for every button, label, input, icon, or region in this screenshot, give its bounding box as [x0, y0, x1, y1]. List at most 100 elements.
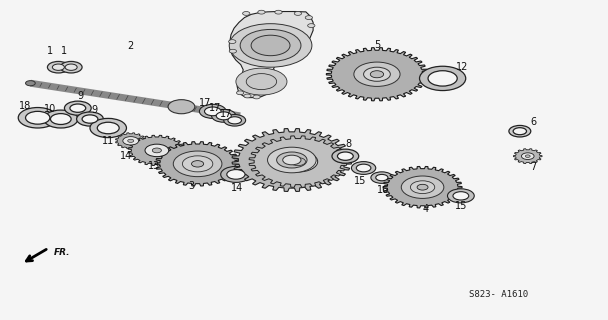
- Text: 15: 15: [354, 176, 367, 186]
- Circle shape: [97, 122, 119, 134]
- Circle shape: [229, 24, 312, 67]
- Circle shape: [337, 152, 353, 160]
- Circle shape: [44, 110, 78, 128]
- Polygon shape: [116, 133, 146, 149]
- Circle shape: [420, 66, 466, 91]
- Circle shape: [509, 125, 531, 137]
- Text: 17: 17: [199, 98, 211, 108]
- Circle shape: [168, 100, 195, 114]
- Text: 3: 3: [188, 181, 195, 191]
- Circle shape: [428, 71, 457, 86]
- Circle shape: [229, 40, 236, 44]
- Text: 13: 13: [148, 161, 160, 172]
- Circle shape: [447, 189, 474, 203]
- Circle shape: [308, 24, 315, 28]
- Circle shape: [364, 67, 390, 81]
- Circle shape: [77, 112, 103, 126]
- Text: 5: 5: [374, 40, 380, 50]
- Circle shape: [371, 172, 393, 183]
- Text: 12: 12: [456, 62, 468, 72]
- Circle shape: [50, 114, 71, 124]
- Circle shape: [152, 148, 162, 153]
- Polygon shape: [156, 142, 240, 186]
- Polygon shape: [326, 48, 427, 101]
- Circle shape: [182, 156, 213, 172]
- Circle shape: [192, 161, 204, 167]
- Circle shape: [18, 108, 57, 128]
- Circle shape: [258, 10, 265, 14]
- Circle shape: [70, 104, 86, 112]
- Circle shape: [64, 101, 91, 115]
- Circle shape: [409, 180, 437, 195]
- Circle shape: [216, 112, 231, 120]
- Circle shape: [128, 139, 134, 142]
- Circle shape: [410, 181, 435, 194]
- Text: FR.: FR.: [54, 248, 70, 257]
- Circle shape: [173, 151, 222, 177]
- Circle shape: [351, 162, 376, 174]
- Circle shape: [283, 155, 301, 165]
- Circle shape: [90, 118, 126, 138]
- Circle shape: [47, 61, 69, 73]
- Text: 11: 11: [102, 136, 114, 147]
- Circle shape: [356, 164, 371, 172]
- Circle shape: [283, 155, 301, 165]
- Circle shape: [268, 147, 316, 173]
- Circle shape: [26, 111, 50, 124]
- Polygon shape: [128, 135, 185, 165]
- Polygon shape: [513, 149, 542, 164]
- Circle shape: [199, 104, 226, 118]
- Circle shape: [182, 156, 213, 172]
- Circle shape: [268, 148, 316, 172]
- Circle shape: [417, 184, 428, 190]
- Circle shape: [305, 16, 313, 20]
- Text: 17: 17: [220, 109, 232, 119]
- Circle shape: [244, 94, 251, 98]
- Text: 2: 2: [128, 41, 134, 52]
- Circle shape: [243, 12, 250, 15]
- Circle shape: [52, 64, 64, 70]
- Text: 14: 14: [120, 151, 133, 161]
- Text: 4: 4: [423, 204, 429, 214]
- Circle shape: [294, 12, 302, 15]
- Text: 15: 15: [455, 201, 467, 212]
- Circle shape: [82, 115, 98, 123]
- Circle shape: [370, 71, 384, 78]
- Circle shape: [401, 176, 444, 198]
- Circle shape: [204, 107, 221, 116]
- Polygon shape: [230, 12, 313, 98]
- Circle shape: [212, 109, 236, 122]
- Circle shape: [221, 166, 251, 182]
- Circle shape: [227, 170, 245, 179]
- Circle shape: [65, 64, 77, 70]
- Circle shape: [522, 153, 534, 159]
- Circle shape: [513, 128, 527, 135]
- Circle shape: [246, 74, 277, 90]
- Text: 9: 9: [77, 91, 83, 101]
- Circle shape: [236, 68, 287, 95]
- Circle shape: [278, 151, 317, 172]
- Circle shape: [240, 29, 301, 61]
- Circle shape: [453, 192, 469, 200]
- Circle shape: [359, 65, 395, 84]
- Circle shape: [145, 144, 169, 157]
- Circle shape: [60, 61, 82, 73]
- Circle shape: [123, 137, 139, 145]
- Circle shape: [354, 62, 400, 86]
- Text: 7: 7: [530, 162, 536, 172]
- Circle shape: [26, 81, 35, 86]
- Circle shape: [237, 91, 244, 95]
- Text: 1: 1: [61, 46, 67, 56]
- Circle shape: [251, 35, 290, 56]
- Circle shape: [290, 158, 306, 166]
- Text: 17: 17: [209, 103, 221, 114]
- Text: 16: 16: [377, 185, 389, 196]
- Circle shape: [376, 174, 388, 181]
- Text: S823- A1610: S823- A1610: [469, 290, 528, 299]
- Circle shape: [277, 152, 307, 168]
- Circle shape: [332, 149, 359, 163]
- Text: 8: 8: [345, 139, 351, 149]
- Circle shape: [228, 117, 241, 124]
- Polygon shape: [383, 166, 462, 208]
- Text: 9: 9: [91, 105, 97, 115]
